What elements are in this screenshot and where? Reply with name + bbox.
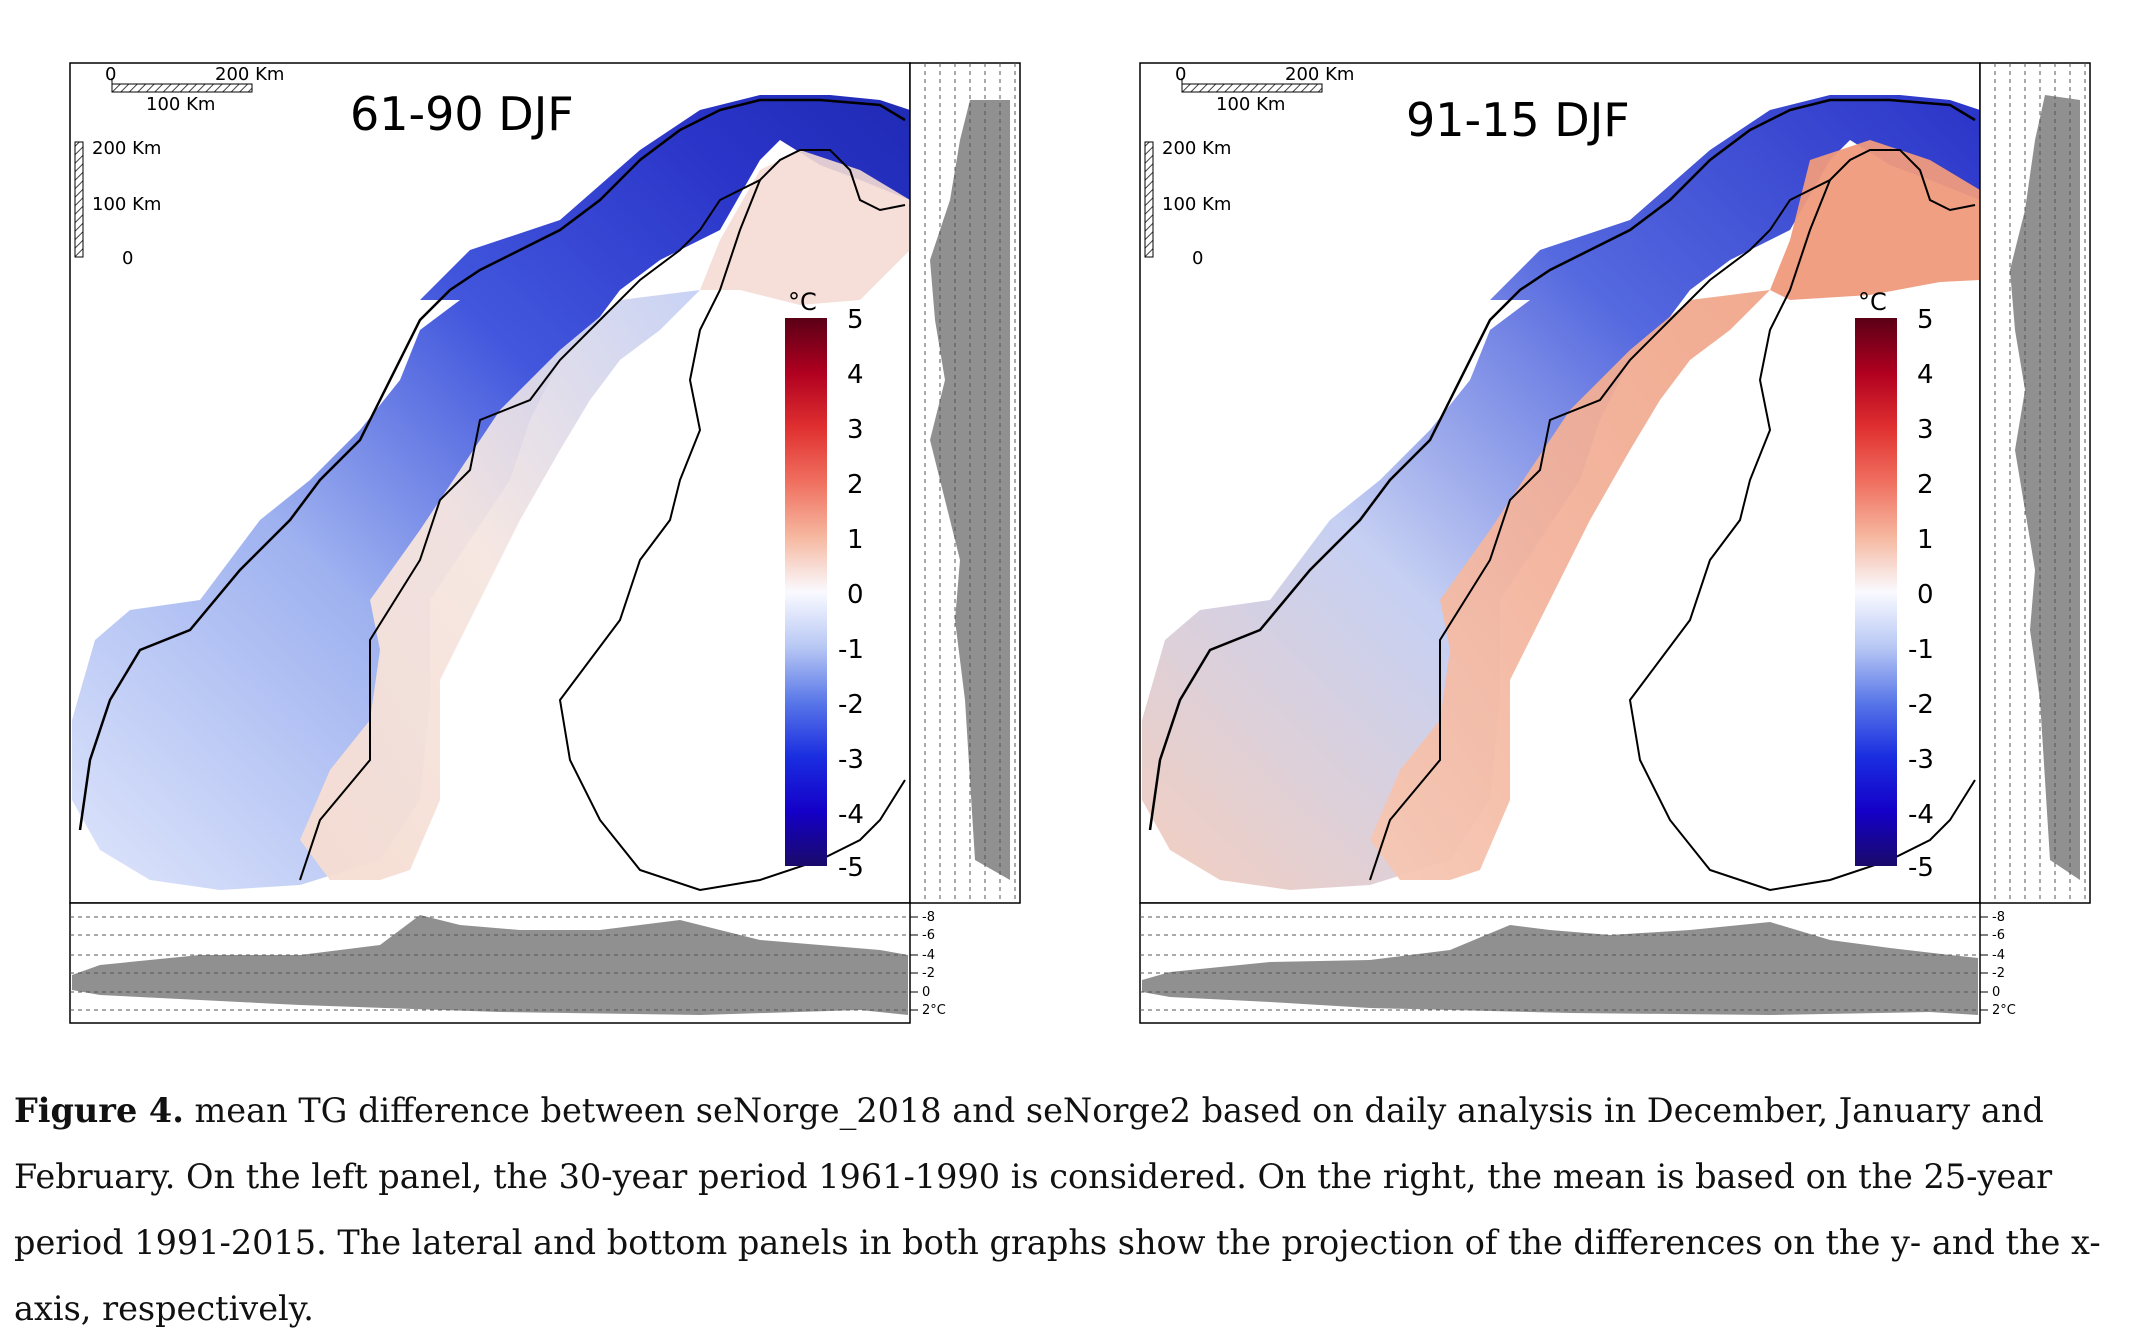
- legend-tick: -1: [1908, 635, 1934, 665]
- map-figure-left: -8 -6 -4 -2 0 2°C 0 200 Km 100 Km 200 Km…: [69, 62, 1021, 1024]
- legend-tick: -5: [838, 853, 864, 883]
- scalebar-v-half: 100 Km: [92, 194, 161, 215]
- legend-tick: 2: [847, 470, 864, 500]
- color-legend-ticks: 5 4 3 2 1 0 -1 -2 -3 -4 -5: [838, 305, 864, 883]
- scalebar-v-half: 100 Km: [1162, 194, 1231, 215]
- bottom-axis-label: -8: [922, 910, 935, 925]
- legend-tick: 5: [847, 305, 864, 335]
- sweden-land: [1370, 290, 1770, 880]
- border-finland-coast: [558, 179, 906, 892]
- legend-tick: 4: [847, 360, 864, 390]
- legend-tick: 4: [1917, 360, 1934, 390]
- scalebar-h-full: 200 Km: [1285, 64, 1354, 85]
- panel-title: 61-90 DJF: [350, 87, 574, 141]
- bottom-axis-label: -6: [1992, 928, 2005, 943]
- map-figure-right: -8 -6 -4 -2 0 2°C 0 200 Km 100 Km 200 Km…: [1139, 62, 2091, 1024]
- legend-tick: 0: [1917, 580, 1934, 610]
- bottom-axis-label: 0: [922, 985, 930, 1000]
- border-finland-coast: [1628, 179, 1976, 892]
- legend-tick: -2: [838, 690, 864, 720]
- bottom-axis-label: -2: [1992, 966, 2005, 981]
- legend-tick: 0: [847, 580, 864, 610]
- lateral-projection-shape: [2010, 95, 2080, 880]
- caption-text: mean TG difference between seNorge_2018 …: [14, 1091, 2101, 1328]
- lateral-gridlines: [924, 63, 1016, 903]
- scalebar-h-half: 100 Km: [146, 94, 215, 115]
- legend-tick: 1: [847, 525, 864, 555]
- horizontal-scalebar: 0 200 Km 100 Km: [105, 64, 284, 115]
- bottom-axis-label: 2°C: [1992, 1003, 2016, 1018]
- bottom-gridlines: [1140, 916, 1980, 1011]
- scalebar-v-full: 200 Km: [1162, 138, 1231, 159]
- border-norway-sweden: [299, 149, 906, 881]
- figure-label: Figure 4.: [14, 1091, 184, 1130]
- scalebar-h-zero: 0: [1175, 64, 1186, 85]
- scalebar-v-zero: 0: [122, 248, 133, 269]
- bottom-axis-label: 2°C: [922, 1003, 946, 1018]
- map-panel-left: -8 -6 -4 -2 0 2°C 0 200 Km 100 Km 200 Km…: [0, 0, 1021, 1040]
- vertical-scalebar: 200 Km 100 Km 0: [1144, 138, 1231, 269]
- bottom-axis-label: -4: [1992, 948, 2005, 963]
- legend-tick: 3: [1917, 415, 1934, 445]
- legend-tick: 1: [1917, 525, 1934, 555]
- legend-tick: -3: [838, 745, 864, 775]
- scalebar-h-full: 200 Km: [215, 64, 284, 85]
- figure-caption: Figure 4. mean TG difference between seN…: [14, 1078, 2114, 1342]
- legend-tick: -5: [1908, 853, 1934, 883]
- legend-tick: -3: [1908, 745, 1934, 775]
- legend-tick: -1: [838, 635, 864, 665]
- north-finland-land: [1770, 140, 1980, 300]
- panel-title: 91-15 DJF: [1406, 93, 1630, 147]
- north-finland-land: [700, 150, 910, 305]
- bottom-axis-label: -6: [922, 928, 935, 943]
- color-legend-unit: °C: [1858, 288, 1887, 316]
- color-legend-unit: °C: [788, 288, 817, 316]
- legend-tick: 3: [847, 415, 864, 445]
- bottom-projection-shape: [72, 915, 908, 1015]
- coastline: [1148, 98, 1976, 831]
- bottom-axis-labels: -8 -6 -4 -2 0 2°C: [1980, 910, 2016, 1018]
- bottom-axis-label: 0: [1992, 985, 2000, 1000]
- bottom-gridlines: [70, 916, 910, 1011]
- color-legend-bar: [785, 318, 827, 866]
- legend-tick: 2: [1917, 470, 1934, 500]
- bottom-axis-label: -4: [922, 948, 935, 963]
- map-panel-right: -8 -6 -4 -2 0 2°C 0 200 Km 100 Km 200 Km…: [1070, 0, 2091, 1040]
- legend-tick: -2: [1908, 690, 1934, 720]
- sweden-land: [300, 290, 700, 880]
- border-norway-sweden: [1369, 149, 1976, 881]
- bottom-axis-label: -8: [1992, 910, 2005, 925]
- scalebar-v-full: 200 Km: [92, 138, 161, 159]
- horizontal-scalebar: 0 200 Km 100 Km: [1175, 64, 1354, 115]
- legend-tick: 5: [1917, 305, 1934, 335]
- color-legend-ticks: 5 4 3 2 1 0 -1 -2 -3 -4 -5: [1908, 305, 1934, 883]
- coastline: [78, 98, 906, 831]
- lateral-gridlines: [1994, 63, 2086, 903]
- scalebar-h-half: 100 Km: [1216, 94, 1285, 115]
- legend-tick: -4: [1908, 800, 1934, 830]
- bottom-axis-labels: -8 -6 -4 -2 0 2°C: [910, 910, 946, 1018]
- vertical-scalebar: 200 Km 100 Km 0: [74, 138, 161, 269]
- scalebar-h-zero: 0: [105, 64, 116, 85]
- scalebar-v-zero: 0: [1192, 248, 1203, 269]
- color-legend-bar: [1855, 318, 1897, 866]
- bottom-axis-label: -2: [922, 966, 935, 981]
- legend-tick: -4: [838, 800, 864, 830]
